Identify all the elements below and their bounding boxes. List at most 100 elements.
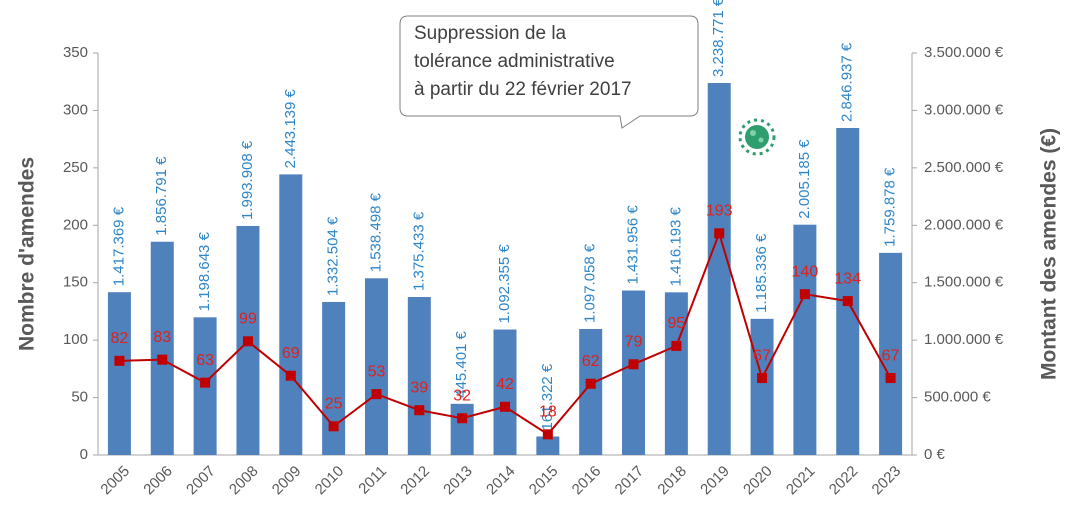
line-marker [885,373,896,384]
y-tick-label: 250 [63,159,88,176]
bar [450,403,474,455]
line-value-label: 63 [196,352,214,369]
y-tick-label: 0 [80,446,88,463]
bar-value-label: 1.185.336 € [753,233,770,313]
y2-tick-label: 500.000 € [924,389,991,406]
bar [107,292,131,455]
bar-value-label: 1.993.908 € [239,140,256,220]
x-tick-label: 2017 [612,463,648,499]
bar-value-label: 1.375.433 € [410,211,427,291]
x-tick-label: 2015 [526,463,562,499]
line-marker [242,336,253,347]
line-value-label: 99 [239,311,257,328]
bar-value-label: 3.238.771 € [710,0,727,77]
x-tick-label: 2006 [140,463,176,499]
line-marker [757,373,768,384]
bar-value-label: 2.005.185 € [796,139,813,219]
line-marker [585,378,596,389]
bar-value-label: 161.322 € [539,363,556,430]
line-value-label: 18 [539,404,557,421]
bar [750,318,774,455]
y-axis-label: Nombre d'amendes [16,157,39,351]
line-value-label: 67 [882,347,900,364]
y2-tick-label: 3.000.000 € [924,101,1004,118]
bar [493,329,517,455]
y-tick-label: 50 [71,389,88,406]
line-marker [328,421,339,432]
line-value-label: 140 [792,263,819,280]
line-marker [714,228,725,239]
y2-tick-label: 2.000.000 € [924,216,1004,233]
x-tick-label: 2020 [740,463,776,499]
line-marker [114,355,125,366]
bar-value-label: 1.097.058 € [582,243,599,323]
line-value-label: 39 [410,379,428,396]
x-tick-label: 2021 [783,463,819,499]
x-tick-label: 2014 [483,463,519,499]
bar [622,290,646,455]
line-value-label: 53 [368,363,386,380]
line-marker [457,413,468,424]
bar-value-label: 1.538.498 € [367,192,384,272]
line-value-label: 25 [325,396,343,413]
x-tick-label: 2012 [397,463,433,499]
bar [793,224,817,455]
y-tick-label: 150 [63,274,88,291]
line-value-label: 42 [496,376,514,393]
bar-value-label: 1.416.193 € [667,206,684,286]
bar [836,128,860,455]
x-tick-label: 2005 [97,463,133,499]
y2-tick-label: 2.500.000 € [924,159,1004,176]
bar [407,297,431,455]
x-tick-label: 2019 [697,463,733,499]
line-value-label: 193 [706,203,733,220]
bar [879,252,903,455]
line-marker [628,359,639,370]
line-marker [799,289,810,300]
y2-tick-label: 1.000.000 € [924,331,1004,348]
x-tick-label: 2011 [355,463,390,498]
bar-value-label: 1.759.878 € [882,167,899,247]
annotation-box [399,15,699,129]
x-tick-label: 2007 [183,463,219,499]
line-marker [371,389,382,400]
bar-value-label: 1.198.643 € [196,231,213,311]
annotation-line: Suppression de la [414,23,567,44]
bar-value-label: 1.417.369 € [110,206,127,286]
line-value-label: 134 [834,270,861,287]
bar-value-label: 1.856.791 € [153,156,170,236]
bar-value-label: 445.401 € [453,330,470,397]
line-value-label: 62 [582,353,600,370]
x-tick-label: 2010 [312,463,348,499]
line-value-label: 69 [282,345,300,362]
y-tick-label: 350 [63,44,88,61]
bar [536,436,560,455]
line-value-label: 82 [111,330,129,347]
line-marker [414,405,425,416]
bar [364,278,388,455]
line-value-label: 79 [625,333,643,350]
annotation-line: à partir du 22 février 2017 [414,79,632,100]
y-tick-label: 300 [63,101,88,118]
line-marker [542,429,553,440]
line-marker [157,354,168,365]
bar-value-label: 1.092.355 € [496,244,513,324]
y-tick-label: 100 [63,331,88,348]
line-value-label: 95 [667,315,685,332]
bar [579,328,603,455]
x-tick-label: 2016 [569,463,605,499]
bar [150,241,174,455]
x-tick-label: 2023 [869,463,905,499]
bar [707,83,731,455]
line-value-label: 67 [753,347,771,364]
line-marker [842,296,853,307]
line-marker [285,370,296,381]
virus-icon [738,118,776,156]
bar-value-label: 2.846.937 € [839,42,856,122]
x-tick-label: 2018 [654,463,690,499]
y-tick-label: 200 [63,216,88,233]
x-tick-label: 2022 [826,463,862,499]
bar-value-label: 2.443.139 € [282,88,299,168]
line-marker [200,377,211,388]
